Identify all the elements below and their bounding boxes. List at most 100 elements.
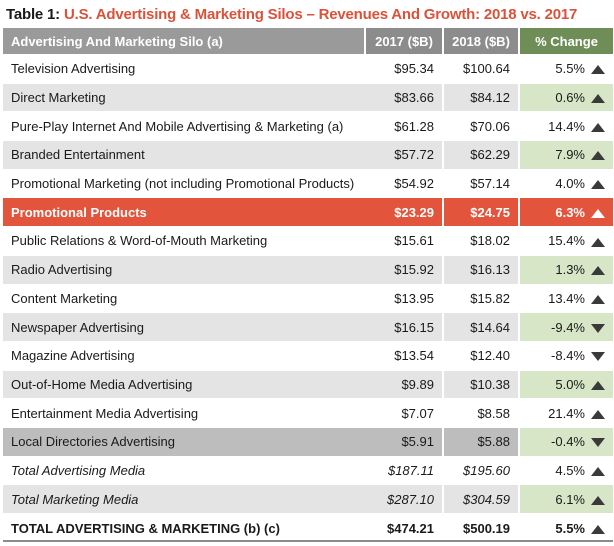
change-cell: 14.4% bbox=[519, 111, 613, 141]
header-2017: 2017 ($B) bbox=[365, 28, 444, 55]
up-arrow-icon bbox=[591, 495, 605, 505]
value-2017: $5.91 bbox=[365, 426, 444, 457]
up-arrow-icon bbox=[591, 467, 605, 477]
change-value: 21.4% bbox=[548, 405, 585, 421]
value-2018: $18.02 bbox=[443, 226, 520, 256]
value-2017: $287.10 bbox=[365, 484, 444, 514]
revenue-table: Advertising And Marketing Silo (a) 2017 … bbox=[3, 28, 613, 543]
change-cell: 6.3% bbox=[519, 197, 613, 227]
silo-name: Out-of-Home Media Advertising bbox=[3, 369, 365, 399]
value-2017: $23.29 bbox=[365, 197, 444, 227]
silo-name: Content Marketing bbox=[3, 283, 365, 313]
table-row: Content Marketing $13.95 $15.82 13.4% bbox=[3, 283, 613, 313]
change-value: 5.0% bbox=[555, 376, 585, 392]
change-value: 6.1% bbox=[555, 491, 585, 507]
table-row: Public Relations & Word-of-Mouth Marketi… bbox=[3, 226, 613, 256]
table-row-subtotal: Total Marketing Media $287.10 $304.59 6.… bbox=[3, 484, 613, 514]
up-arrow-icon bbox=[591, 180, 605, 190]
up-arrow-icon bbox=[591, 151, 605, 161]
silo-name: Direct Marketing bbox=[3, 82, 365, 112]
value-2017: $15.61 bbox=[365, 226, 444, 256]
silo-name: Pure-Play Internet And Mobile Advertisin… bbox=[3, 111, 365, 141]
up-arrow-icon bbox=[591, 380, 605, 390]
change-cell: 1.3% bbox=[519, 254, 613, 284]
change-cell: 4.5% bbox=[519, 455, 613, 485]
caption-title: U.S. Advertising & Marketing Silos – Rev… bbox=[63, 5, 578, 23]
silo-name: Television Advertising bbox=[3, 54, 365, 84]
value-2018: $8.58 bbox=[443, 398, 520, 428]
value-2018: $195.60 bbox=[443, 455, 520, 485]
change-cell: 0.6% bbox=[519, 82, 613, 112]
header-change: % Change bbox=[519, 28, 613, 55]
down-arrow-icon bbox=[591, 438, 605, 448]
value-2018: $5.88 bbox=[443, 426, 520, 457]
silo-name: Local Directories Advertising bbox=[3, 426, 365, 457]
value-2018: $304.59 bbox=[443, 484, 520, 514]
table-caption: Table 1: U.S. Advertising & Marketing Si… bbox=[0, 0, 614, 28]
up-arrow-icon bbox=[591, 65, 605, 75]
bottom-rule bbox=[3, 540, 613, 542]
silo-name: Radio Advertising bbox=[3, 254, 365, 284]
value-2017: $95.34 bbox=[365, 54, 444, 84]
value-2018: $70.06 bbox=[443, 111, 520, 141]
up-arrow-icon bbox=[591, 208, 605, 218]
change-value: 5.5% bbox=[555, 61, 585, 77]
value-2017: $83.66 bbox=[365, 82, 444, 112]
value-2018: $14.64 bbox=[443, 312, 520, 342]
down-arrow-icon bbox=[591, 323, 605, 333]
value-2017: $15.92 bbox=[365, 254, 444, 284]
value-2018: $84.12 bbox=[443, 82, 520, 112]
table-row: Television Advertising $95.34 $100.64 5.… bbox=[3, 54, 613, 84]
value-2018: $57.14 bbox=[443, 168, 520, 198]
value-2018: $15.82 bbox=[443, 283, 520, 313]
change-cell: 5.5% bbox=[519, 54, 613, 84]
change-value: 13.4% bbox=[548, 290, 585, 306]
change-value: 4.5% bbox=[555, 462, 585, 478]
change-cell: 5.0% bbox=[519, 369, 613, 399]
change-value: 0.6% bbox=[555, 90, 585, 106]
change-value: -8.4% bbox=[551, 348, 585, 364]
table-row: Direct Marketing $83.66 $84.12 0.6% bbox=[3, 82, 613, 112]
silo-name: Promotional Marketing (not including Pro… bbox=[3, 168, 365, 198]
up-arrow-icon bbox=[591, 266, 605, 276]
change-cell: 7.9% bbox=[519, 140, 613, 170]
table-row: Entertainment Media Advertising $7.07 $8… bbox=[3, 398, 613, 428]
table-row: Branded Entertainment $57.72 $62.29 7.9% bbox=[3, 140, 613, 170]
up-arrow-icon bbox=[591, 294, 605, 304]
silo-name: TOTAL ADVERTISING & MARKETING (b) (c) bbox=[3, 513, 365, 543]
silo-name: Entertainment Media Advertising bbox=[3, 398, 365, 428]
change-cell: -8.4% bbox=[519, 340, 613, 371]
value-2017: $13.95 bbox=[365, 283, 444, 313]
value-2017: $474.21 bbox=[365, 513, 444, 543]
change-value: -0.4% bbox=[551, 434, 585, 450]
silo-name: Newspaper Advertising bbox=[3, 312, 365, 342]
change-value: 5.5% bbox=[555, 521, 585, 537]
table-row-total: TOTAL ADVERTISING & MARKETING (b) (c) $4… bbox=[3, 513, 613, 543]
change-value: -9.4% bbox=[551, 319, 585, 335]
change-cell: 21.4% bbox=[519, 398, 613, 428]
header-row: Advertising And Marketing Silo (a) 2017 … bbox=[3, 28, 613, 55]
table-row-highlighted: Promotional Products $23.29 $24.75 6.3% bbox=[3, 197, 613, 227]
change-value: 4.0% bbox=[555, 176, 585, 192]
change-cell: -9.4% bbox=[519, 312, 613, 342]
silo-name: Magazine Advertising bbox=[3, 340, 365, 371]
value-2018: $500.19 bbox=[443, 513, 520, 543]
silo-name: Promotional Products bbox=[3, 197, 365, 227]
change-cell: 5.5% bbox=[519, 513, 613, 543]
header-2018: 2018 ($B) bbox=[443, 28, 520, 55]
table-body: Television Advertising $95.34 $100.64 5.… bbox=[3, 54, 613, 543]
value-2017: $16.15 bbox=[365, 312, 444, 342]
value-2017: $54.92 bbox=[365, 168, 444, 198]
change-cell: 6.1% bbox=[519, 484, 613, 514]
value-2017: $13.54 bbox=[365, 340, 444, 371]
value-2018: $12.40 bbox=[443, 340, 520, 371]
table-row: Out-of-Home Media Advertising $9.89 $10.… bbox=[3, 369, 613, 399]
value-2017: $61.28 bbox=[365, 111, 444, 141]
table-row: Magazine Advertising $13.54 $12.40 -8.4% bbox=[3, 340, 613, 371]
value-2018: $24.75 bbox=[443, 197, 520, 227]
table-row: Radio Advertising $15.92 $16.13 1.3% bbox=[3, 254, 613, 284]
table-row-subtotal: Total Advertising Media $187.11 $195.60 … bbox=[3, 455, 613, 485]
caption-lead: Table 1: bbox=[6, 5, 60, 23]
up-arrow-icon bbox=[591, 525, 605, 535]
